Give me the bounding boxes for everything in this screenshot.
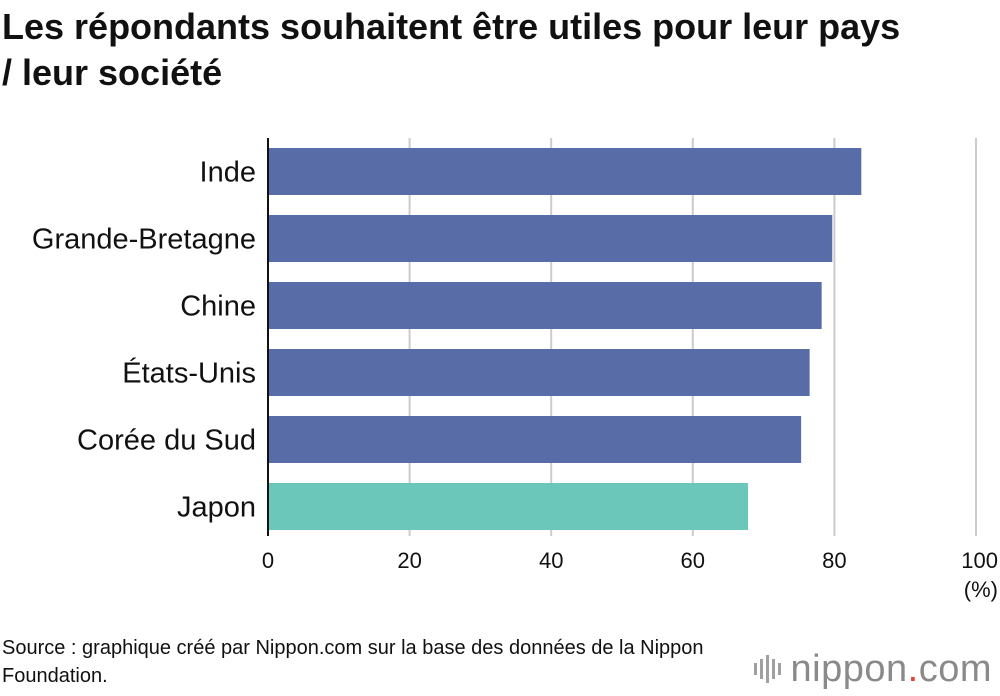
logo-name: nippon	[790, 647, 908, 690]
tick-label: 60	[681, 548, 705, 573]
bar	[268, 349, 810, 396]
tick-label: 100	[961, 548, 998, 573]
bar	[268, 282, 822, 329]
bar	[268, 483, 749, 530]
chart-title: Les répondants souhaitent être utiles po…	[2, 6, 901, 93]
bar-chart: Inde Grande-Bretagne Chine États-Unis Corée …	[32, 138, 998, 602]
bar	[268, 148, 862, 195]
category-label: Chine	[180, 291, 256, 323]
bar	[268, 416, 802, 463]
tick-labels: 0 20 40 60 80 100	[262, 548, 998, 573]
tick-label: 20	[397, 548, 421, 573]
category-labels: Inde Grande-Bretagne Chine États-Unis Corée …	[32, 157, 256, 524]
category-label: Grande-Bretagne	[32, 224, 256, 256]
category-label: Inde	[200, 157, 256, 189]
bar	[268, 215, 833, 262]
waveform-bars-icon	[753, 655, 781, 683]
tick-label: 0	[262, 548, 274, 573]
category-label: Corée du Sud	[77, 425, 256, 457]
x-unit-label: (%)	[964, 577, 998, 602]
nippon-logo: nippon. com	[753, 647, 992, 690]
bars	[268, 148, 862, 530]
tick-label: 80	[822, 548, 846, 573]
tick-label: 40	[539, 548, 563, 573]
logo-dot: .	[907, 647, 919, 690]
source-note: Source : graphique créé par Nippon.com s…	[2, 637, 704, 687]
logo-suffix: com	[918, 647, 992, 690]
gridlines	[408, 138, 977, 536]
category-label: Japon	[177, 492, 256, 524]
category-label: États-Unis	[122, 357, 256, 390]
